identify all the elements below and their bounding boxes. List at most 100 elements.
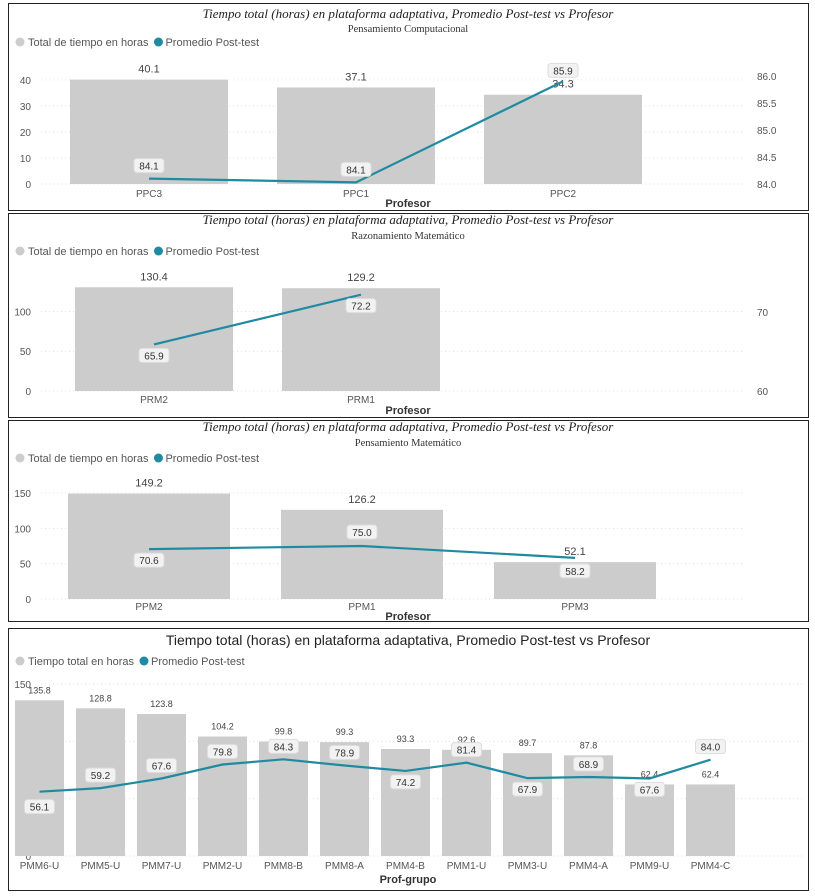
line-value-label: 68.9 bbox=[579, 760, 599, 771]
y2-tick-label: 84.0 bbox=[757, 180, 777, 191]
line-value-label: 56.1 bbox=[30, 803, 50, 814]
line-value-label: 67.9 bbox=[518, 785, 538, 796]
chart-panel-1: Tiempo total (horas) en plataforma adapt… bbox=[8, 3, 809, 211]
bar-value-label: 123.8 bbox=[150, 699, 173, 709]
x-category-label: PMM9-U bbox=[630, 861, 669, 872]
line-value-label: 84.3 bbox=[274, 742, 294, 753]
line-label-box bbox=[451, 742, 482, 758]
bar bbox=[320, 742, 369, 856]
x-category-label: PMM4-A bbox=[569, 861, 608, 872]
line-value-label: 84.1 bbox=[346, 165, 366, 176]
y2-tick-label: 60 bbox=[757, 387, 769, 398]
bar-value-label: 130.4 bbox=[140, 271, 168, 283]
x-category-label: PMM4-B bbox=[386, 861, 425, 872]
x-category-label: PPC1 bbox=[343, 189, 370, 200]
line-value-label: 70.6 bbox=[139, 556, 159, 567]
line-label-box bbox=[345, 298, 377, 314]
x-category-label: PPM1 bbox=[348, 602, 376, 613]
bar-value-label: 89.7 bbox=[519, 738, 537, 748]
bar bbox=[15, 700, 64, 856]
bar bbox=[564, 755, 613, 856]
line-label-box bbox=[133, 158, 165, 174]
line-label-box bbox=[340, 161, 372, 177]
line-value-label: 59.2 bbox=[91, 771, 111, 782]
legend-bar-marker bbox=[15, 656, 25, 666]
x-category-label: PMM7-U bbox=[142, 861, 181, 872]
line-value-label: 84.0 bbox=[701, 743, 721, 754]
line-value-label: 78.9 bbox=[335, 749, 355, 760]
x-category-label: PMM1-U bbox=[447, 861, 486, 872]
chart-1-svg: Tiempo total (horas) en plataforma adapt… bbox=[15, 6, 777, 210]
line-series bbox=[148, 544, 576, 559]
legend-line-label: Promedio Post-test bbox=[151, 656, 245, 668]
chart-subtitle: Pensamiento Matemático bbox=[355, 438, 461, 449]
x-category-label: PPM3 bbox=[561, 602, 589, 613]
x-axis-label: Profesor bbox=[385, 405, 431, 416]
chart-title: Tiempo total (horas) en plataforma adapt… bbox=[203, 6, 615, 21]
chart-title: Tiempo total (horas) en plataforma adapt… bbox=[166, 632, 651, 648]
y2-tick-label: 70 bbox=[757, 308, 769, 319]
x-category-label: PMM3-U bbox=[508, 861, 547, 872]
line-label-box bbox=[695, 739, 726, 755]
legend-line-marker bbox=[153, 246, 163, 256]
y-tick-label: 0 bbox=[25, 180, 31, 191]
legend-line-marker bbox=[153, 37, 163, 47]
line-value-label: 67.6 bbox=[640, 785, 660, 796]
line-label-box bbox=[559, 563, 591, 579]
bar-value-label: 62.4 bbox=[641, 769, 659, 779]
x-category-label: PRM2 bbox=[140, 395, 168, 406]
y2-tick-label: 84.5 bbox=[757, 153, 777, 164]
line-label-box bbox=[207, 743, 238, 759]
line-series bbox=[39, 758, 711, 793]
line-label-box bbox=[24, 799, 55, 815]
bar bbox=[381, 749, 430, 856]
legend-bar-marker bbox=[15, 246, 25, 256]
legend-bar-label: Tiempo total en horas bbox=[28, 656, 134, 668]
x-axis-label: Prof-grupo bbox=[380, 874, 437, 886]
line-value-label: 74.2 bbox=[396, 778, 416, 789]
chart-subtitle: Pensamiento Computacional bbox=[348, 24, 469, 35]
legend-bar-marker bbox=[15, 37, 25, 47]
x-category-label: PRM1 bbox=[347, 395, 375, 406]
bar-value-label: 129.2 bbox=[347, 272, 375, 284]
line-value-label: 58.2 bbox=[565, 567, 585, 578]
line-label-box bbox=[512, 781, 543, 797]
y-tick-label: 40 bbox=[20, 76, 32, 87]
bar-value-label: 104.2 bbox=[211, 722, 234, 732]
chart-panel-3: Tiempo total (horas) en plataforma adapt… bbox=[8, 419, 809, 623]
y-tick-label: 50 bbox=[20, 560, 32, 571]
legend-line-label: Promedio Post-test bbox=[165, 453, 259, 465]
legend-line-label: Promedio Post-test bbox=[165, 37, 259, 49]
line-label-box bbox=[346, 524, 378, 540]
legend-line-label: Promedio Post-test bbox=[165, 246, 259, 258]
x-category-label: PMM5-U bbox=[81, 861, 120, 872]
line-label-box bbox=[390, 774, 421, 790]
y-tick-label: 150 bbox=[14, 489, 31, 500]
bar-value-label: 126.2 bbox=[348, 494, 376, 506]
y2-tick-label: 85.5 bbox=[757, 99, 777, 110]
y-tick-label: 100 bbox=[14, 524, 31, 535]
legend-bar-marker bbox=[15, 453, 25, 463]
line-value-label: 79.8 bbox=[213, 747, 233, 758]
y-tick-label: 150 bbox=[14, 680, 31, 691]
line-label-box bbox=[634, 781, 665, 797]
bar-value-label: 128.8 bbox=[89, 693, 112, 703]
line-value-label: 81.4 bbox=[457, 746, 477, 757]
line-label-box bbox=[547, 62, 579, 78]
line-label-box bbox=[329, 745, 360, 761]
legend-bar-label: Total de tiempo en horas bbox=[28, 246, 149, 258]
line-value-label: 67.6 bbox=[152, 761, 172, 772]
y-tick-label: 20 bbox=[20, 128, 32, 139]
bar-value-label: 93.3 bbox=[397, 734, 415, 744]
bar-value-label: 52.1 bbox=[564, 546, 585, 558]
x-category-label: PMM6-U bbox=[20, 861, 59, 872]
x-category-label: PMM2-U bbox=[203, 861, 242, 872]
y-tick-label: 0 bbox=[25, 387, 31, 398]
x-category-label: PPM2 bbox=[135, 602, 163, 613]
chart-3-svg: Tiempo total (horas) en plataforma adapt… bbox=[14, 419, 744, 623]
x-category-label: PPC2 bbox=[550, 189, 577, 200]
x-axis-label: Profesor bbox=[385, 198, 431, 209]
bar-value-label: 99.8 bbox=[275, 727, 293, 737]
y2-tick-label: 85.0 bbox=[757, 126, 777, 137]
y2-tick-label: 86.0 bbox=[757, 72, 777, 83]
